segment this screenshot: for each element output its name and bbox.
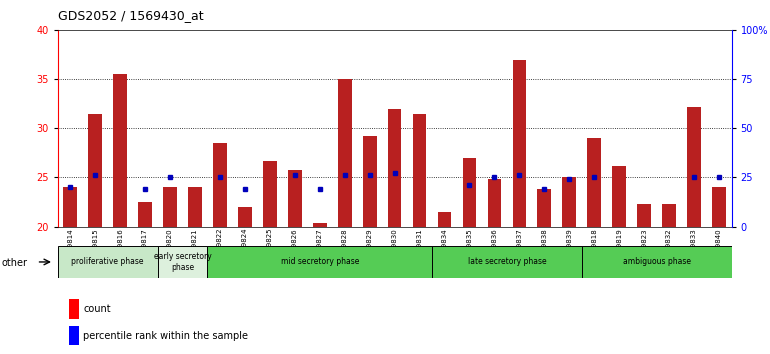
Bar: [113, 74, 127, 227]
Bar: [238, 207, 252, 227]
Bar: [638, 204, 651, 227]
Bar: [432, 246, 582, 278]
Bar: [612, 166, 626, 227]
Bar: [513, 59, 526, 227]
Bar: [582, 246, 732, 278]
Text: count: count: [83, 304, 111, 314]
Bar: [139, 202, 152, 227]
Text: ambiguous phase: ambiguous phase: [623, 257, 691, 267]
Bar: [207, 246, 432, 278]
Bar: [437, 212, 451, 227]
Bar: [463, 158, 477, 227]
Bar: [562, 177, 576, 227]
Bar: [687, 107, 701, 227]
Bar: [188, 187, 202, 227]
Bar: [288, 170, 302, 227]
Bar: [662, 204, 676, 227]
Text: early secretory
phase: early secretory phase: [154, 252, 212, 272]
Bar: [363, 136, 377, 227]
Text: mid secretory phase: mid secretory phase: [280, 257, 359, 267]
Bar: [413, 114, 427, 227]
Text: proliferative phase: proliferative phase: [72, 257, 144, 267]
Text: late secretory phase: late secretory phase: [467, 257, 546, 267]
Text: percentile rank within the sample: percentile rank within the sample: [83, 331, 248, 341]
Bar: [89, 114, 102, 227]
Bar: [58, 246, 158, 278]
Bar: [263, 161, 276, 227]
Bar: [158, 246, 207, 278]
Bar: [712, 187, 726, 227]
Bar: [163, 187, 177, 227]
Bar: [213, 143, 227, 227]
Bar: [487, 179, 501, 227]
Bar: [388, 109, 401, 227]
Text: GDS2052 / 1569430_at: GDS2052 / 1569430_at: [58, 9, 203, 22]
Bar: [338, 79, 352, 227]
Bar: [313, 223, 326, 227]
Bar: [588, 138, 601, 227]
Bar: [537, 189, 551, 227]
Text: other: other: [2, 258, 28, 268]
Bar: [63, 187, 77, 227]
